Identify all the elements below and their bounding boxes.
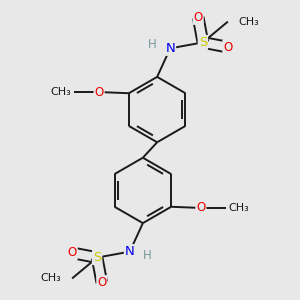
Text: CH₃: CH₃: [41, 273, 62, 284]
Text: H: H: [143, 249, 152, 262]
Text: O: O: [94, 85, 104, 98]
Text: CH₃: CH₃: [50, 87, 71, 97]
Text: O: O: [68, 246, 77, 259]
Text: O: O: [196, 202, 206, 214]
Text: O: O: [97, 276, 106, 289]
Text: N: N: [165, 42, 175, 55]
Text: N: N: [125, 245, 135, 258]
Text: H: H: [148, 38, 157, 51]
Text: S: S: [93, 251, 101, 264]
Text: O: O: [223, 41, 232, 54]
Text: CH₃: CH₃: [229, 203, 250, 213]
Text: CH₃: CH₃: [238, 16, 259, 27]
Text: S: S: [199, 36, 207, 49]
Text: O: O: [194, 11, 203, 24]
